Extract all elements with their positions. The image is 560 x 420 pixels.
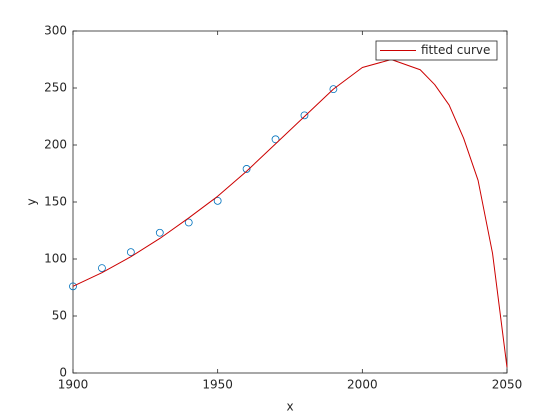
data-point — [242, 165, 251, 173]
data-point — [329, 85, 338, 94]
y-tick-label: 100 — [44, 252, 67, 266]
y-tick-label: 250 — [44, 81, 67, 95]
x-tick-label: 2000 — [347, 378, 378, 392]
y-tick-label: 50 — [52, 309, 67, 323]
fitted-line — [72, 59, 508, 368]
legend-label: fitted curve — [421, 43, 490, 57]
data-point — [271, 135, 280, 144]
data-point — [213, 196, 222, 205]
x-tick-label: 1900 — [58, 378, 89, 392]
data-point — [126, 248, 135, 257]
y-tick-label: 300 — [44, 24, 67, 38]
y-tick-label: 150 — [44, 195, 67, 209]
data-point — [69, 282, 77, 291]
legend-box — [375, 40, 498, 61]
data-point — [155, 228, 164, 237]
x-tick-label: 1950 — [202, 378, 233, 392]
data-point — [184, 218, 193, 227]
y-tick-label: 200 — [44, 138, 67, 152]
y-axis-label: y — [25, 198, 39, 205]
y-tick-label: 0 — [59, 366, 67, 380]
x-axis-label: x — [286, 400, 293, 414]
data-point — [300, 111, 309, 120]
axes-box — [72, 30, 508, 374]
x-tick-label: 2050 — [492, 378, 523, 392]
data-point — [98, 264, 106, 273]
